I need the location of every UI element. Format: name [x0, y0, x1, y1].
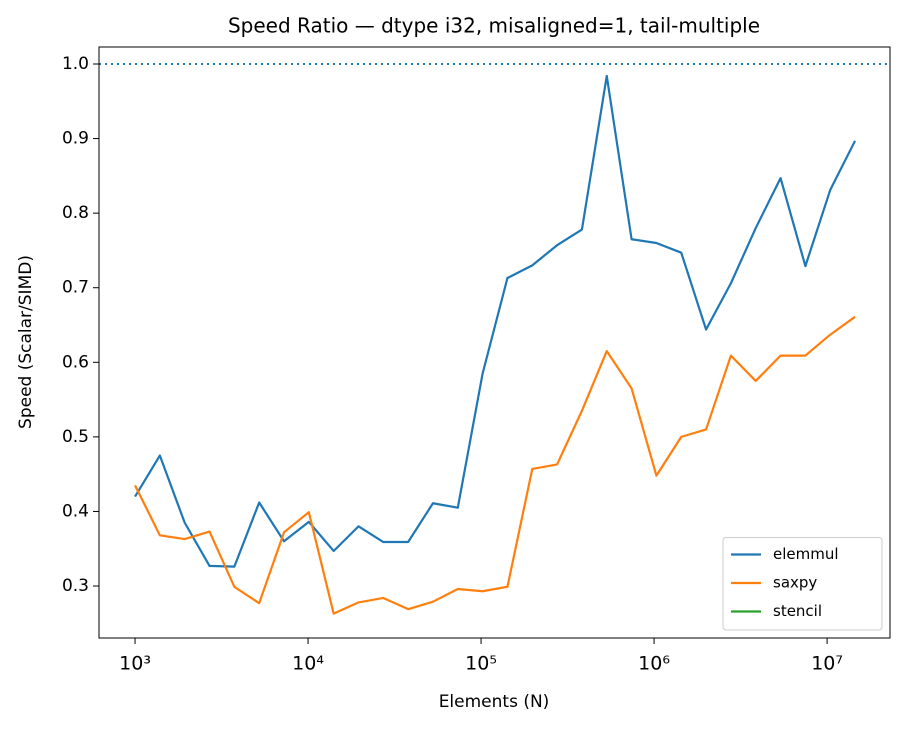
legend-label: saxpy	[773, 574, 817, 592]
x-tick-label: 10³	[119, 653, 151, 675]
x-tick-label: 10⁵	[465, 653, 497, 675]
y-tick-label: 0.7	[62, 278, 89, 298]
chart-title: Speed Ratio — dtype i32, misaligned=1, t…	[228, 14, 760, 38]
y-tick-label: 0.8	[62, 203, 89, 223]
y-axis-label: Speed (Scalar/SIMD)	[16, 255, 36, 429]
legend-box	[722, 537, 883, 631]
legend-label: stencil	[773, 602, 822, 620]
y-tick-label: 0.9	[62, 129, 89, 149]
x-tick-label: 10⁴	[292, 653, 324, 675]
x-axis-label: Elements (N)	[439, 692, 550, 712]
series-line	[134, 315, 856, 615]
plot-frame	[98, 46, 891, 639]
y-tick-label: 0.5	[62, 427, 89, 447]
y-tick-label: 0.6	[62, 352, 89, 372]
legend-label: elemmul	[773, 545, 839, 563]
x-tick-label: 10⁷	[811, 653, 843, 675]
x-tick-label: 10⁶	[638, 653, 670, 675]
y-tick-label: 0.3	[62, 576, 89, 596]
y-tick-label: 1.0	[62, 54, 89, 74]
series-line	[134, 74, 857, 568]
y-tick-label: 0.4	[62, 501, 89, 521]
